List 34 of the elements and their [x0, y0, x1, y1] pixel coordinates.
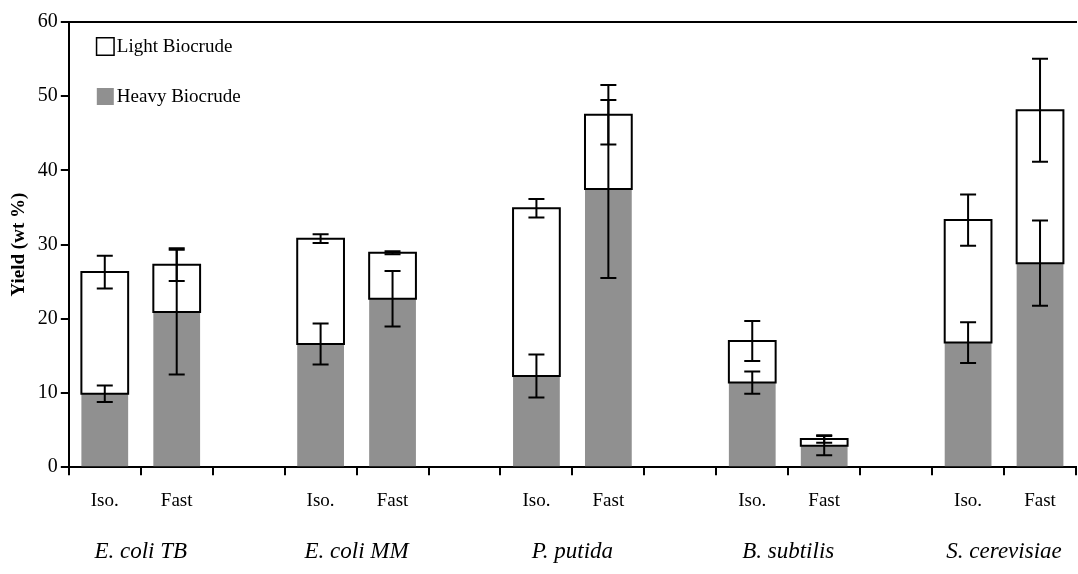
x-tick-label: Fast — [376, 488, 410, 510]
bar — [297, 344, 344, 467]
text: P. putida — [530, 538, 614, 564]
x-tick-label: Fast — [1024, 488, 1057, 510]
text: S. cerevisiae — [946, 538, 1062, 564]
bar — [944, 342, 992, 467]
y-axis-title: Yield (wt %) — [7, 192, 30, 297]
legend-label: Heavy Biocrude — [116, 84, 241, 106]
y-tick-label: 60 — [37, 9, 58, 32]
x-tick-label: Iso. — [522, 488, 551, 510]
x-tick-label: Iso. — [90, 488, 119, 510]
bar — [728, 382, 776, 467]
x-tick-label: Fast — [808, 488, 841, 510]
bar — [513, 375, 560, 467]
x-tick-label: Fast — [592, 488, 625, 510]
bar — [81, 393, 129, 467]
y-tick-label: 30 — [37, 231, 58, 254]
bar — [584, 188, 632, 467]
text: E. coli TB — [93, 538, 188, 564]
y-tick-label: 10 — [37, 380, 58, 403]
bar — [153, 312, 201, 467]
legend-label: Light Biocrude — [116, 34, 233, 56]
x-tick-label: Iso. — [738, 488, 767, 510]
bar — [369, 298, 416, 467]
x-tick-label: Fast — [160, 488, 194, 510]
x-tick-label: Iso. — [954, 488, 983, 510]
text: E. coli MM — [303, 538, 411, 564]
bar — [1016, 263, 1064, 467]
x-tick-label: Iso. — [306, 488, 335, 510]
y-tick-label: 50 — [37, 83, 58, 106]
y-tick-label: 40 — [37, 157, 58, 180]
y-tick-label: 20 — [37, 306, 58, 329]
text: B. subtilis — [742, 538, 835, 564]
y-tick-label: 0 — [47, 454, 58, 477]
